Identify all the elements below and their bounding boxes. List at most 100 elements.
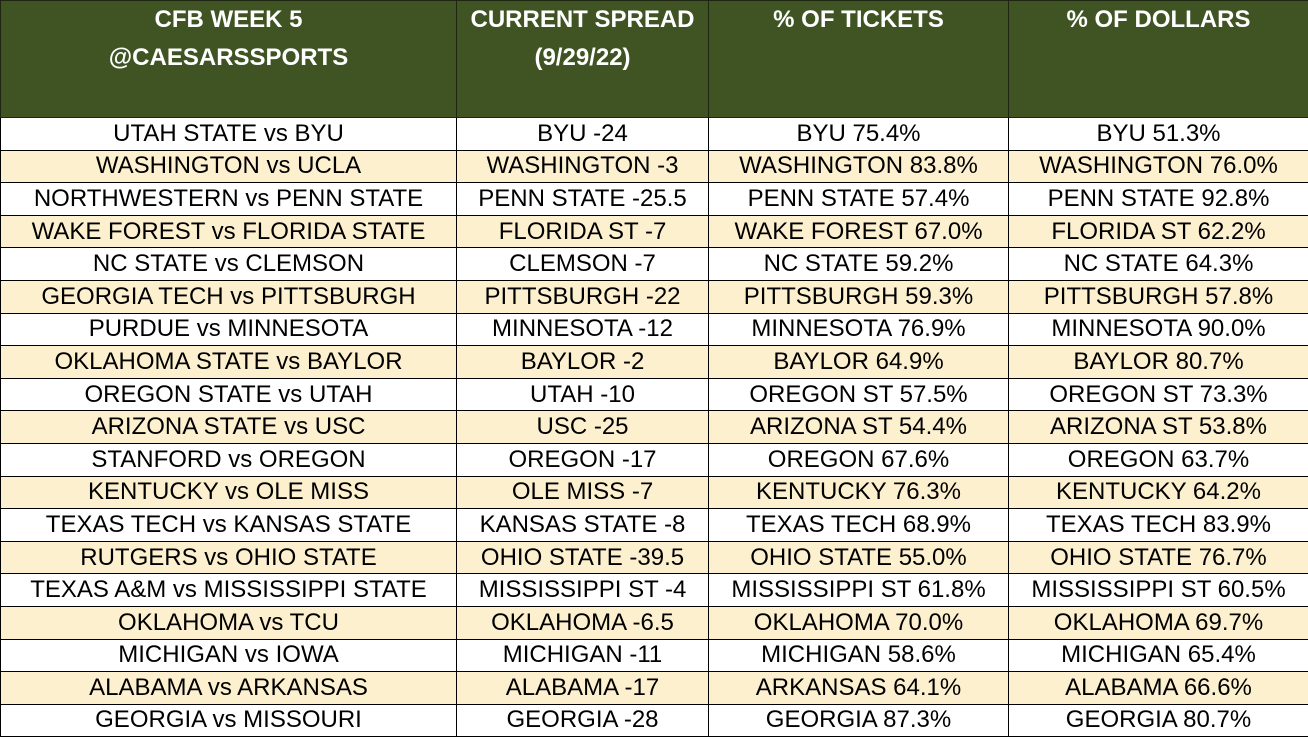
spread-cell: FLORIDA ST -7	[456, 214, 709, 249]
dollars-cell: NC STATE 64.3%	[1008, 247, 1308, 281]
table-row: WASHINGTON vs UCLA WASHINGTON -3 WASHINGTO…	[0, 149, 1308, 184]
spread-cell: OREGON -17	[456, 442, 709, 477]
matchup-cell: NC STATE vs CLEMSON	[0, 247, 457, 281]
matchup-cell: OKLAHOMA vs TCU	[0, 605, 457, 640]
spread-cell: BYU -24	[456, 117, 709, 151]
table-row: GEORGIA vs MISSOURI GEORGIA -28 GEORGIA 87…	[0, 703, 1308, 738]
table-header: CFB WEEK 5 @CAESARSSPORTS CURRENT SPREAD…	[0, 0, 1308, 118]
tickets-cell: ARIZONA ST 54.4%	[708, 410, 1009, 444]
tickets-cell: TEXAS TECH 68.9%	[708, 508, 1009, 542]
dollars-cell: KENTUCKY 64.2%	[1008, 475, 1308, 510]
header-percent-dollars: % OF DOLLARS	[1008, 0, 1308, 118]
dollars-cell: ALABAMA 66.6%	[1008, 671, 1308, 705]
spread-cell: OKLAHOMA -6.5	[456, 605, 709, 640]
table-row: GEORGIA TECH vs PITTSBURGH PITTSBURGH -22…	[0, 279, 1308, 314]
tickets-cell: NC STATE 59.2%	[708, 247, 1009, 281]
matchup-cell: OREGON STATE vs UTAH	[0, 377, 457, 412]
table-row: KENTUCKY vs OLE MISS OLE MISS -7 KENTUCKY …	[0, 475, 1308, 510]
matchup-cell: TEXAS TECH vs KANSAS STATE	[0, 508, 457, 542]
table-row: STANFORD vs OREGON OREGON -17 OREGON 67.6%…	[0, 442, 1308, 477]
table-row: MICHIGAN vs IOWA MICHIGAN -11 MICHIGAN 58.…	[0, 638, 1308, 673]
dollars-cell: ARIZONA ST 53.8%	[1008, 410, 1308, 444]
dollars-cell: WASHINGTON 76.0%	[1008, 149, 1308, 184]
spread-cell: GEORGIA -28	[456, 703, 709, 738]
table-row: PURDUE vs MINNESOTA MINNESOTA -12 MINNESOT…	[0, 312, 1308, 347]
spread-cell: WASHINGTON -3	[456, 149, 709, 184]
spread-cell: PITTSBURGH -22	[456, 279, 709, 314]
matchup-cell: STANFORD vs OREGON	[0, 442, 457, 477]
matchup-cell: UTAH STATE vs BYU	[0, 117, 457, 151]
matchup-cell: RUTGERS vs OHIO STATE	[0, 540, 457, 575]
dollars-cell: OKLAHOMA 69.7%	[1008, 605, 1308, 640]
matchup-cell: PURDUE vs MINNESOTA	[0, 312, 457, 347]
tickets-cell: OREGON ST 57.5%	[708, 377, 1009, 412]
spread-cell: UTAH -10	[456, 377, 709, 412]
matchup-cell: GEORGIA vs MISSOURI	[0, 703, 457, 738]
tickets-cell: MINNESOTA 76.9%	[708, 312, 1009, 347]
spread-cell: ALABAMA -17	[456, 671, 709, 705]
header-row: CFB WEEK 5 @CAESARSSPORTS CURRENT SPREAD…	[0, 0, 1308, 118]
table-row: NC STATE vs CLEMSON CLEMSON -7 NC STATE 59…	[0, 247, 1308, 281]
tickets-cell: ARKANSAS 64.1%	[708, 671, 1009, 705]
spread-cell: MICHIGAN -11	[456, 638, 709, 673]
dollars-cell: MINNESOTA 90.0%	[1008, 312, 1308, 347]
dollars-cell: BAYLOR 80.7%	[1008, 345, 1308, 379]
tickets-cell: PENN STATE 57.4%	[708, 182, 1009, 216]
dollars-cell: OREGON ST 73.3%	[1008, 377, 1308, 412]
matchup-cell: GEORGIA TECH vs PITTSBURGH	[0, 279, 457, 314]
tickets-cell: WAKE FOREST 67.0%	[708, 214, 1009, 249]
table-row: TEXAS TECH vs KANSAS STATE KANSAS STATE -…	[0, 508, 1308, 542]
spread-cell: BAYLOR -2	[456, 345, 709, 379]
dollars-cell: OREGON 63.7%	[1008, 442, 1308, 477]
tickets-cell: WASHINGTON 83.8%	[708, 149, 1009, 184]
table-row: ALABAMA vs ARKANSAS ALABAMA -17 ARKANSAS 6…	[0, 671, 1308, 705]
header-percent-tickets: % OF TICKETS	[708, 0, 1009, 118]
spread-cell: USC -25	[456, 410, 709, 444]
matchup-cell: OKLAHOMA STATE vs BAYLOR	[0, 345, 457, 379]
dollars-cell: PITTSBURGH 57.8%	[1008, 279, 1308, 314]
spread-cell: OHIO STATE -39.5	[456, 540, 709, 575]
tickets-cell: OREGON 67.6%	[708, 442, 1009, 477]
header-matchup: CFB WEEK 5 @CAESARSSPORTS	[0, 0, 457, 118]
matchup-cell: WASHINGTON vs UCLA	[0, 149, 457, 184]
table-row: WAKE FOREST vs FLORIDA STATE FLORIDA ST -…	[0, 214, 1308, 249]
spread-cell: KANSAS STATE -8	[456, 508, 709, 542]
tickets-cell: BYU 75.4%	[708, 117, 1009, 151]
table-row: NORTHWESTERN vs PENN STATE PENN STATE -25…	[0, 182, 1308, 216]
tickets-cell: KENTUCKY 76.3%	[708, 475, 1009, 510]
spread-cell: MINNESOTA -12	[456, 312, 709, 347]
table-row: RUTGERS vs OHIO STATE OHIO STATE -39.5 OHI…	[0, 540, 1308, 575]
matchup-cell: MICHIGAN vs IOWA	[0, 638, 457, 673]
dollars-cell: MISSISSIPPI ST 60.5%	[1008, 573, 1308, 607]
table-row: UTAH STATE vs BYU BYU -24 BYU 75.4% BYU 51.…	[0, 117, 1308, 151]
tickets-cell: OKLAHOMA 70.0%	[708, 605, 1009, 640]
tickets-cell: GEORGIA 87.3%	[708, 703, 1009, 738]
table-row: ARIZONA STATE vs USC USC -25 ARIZONA ST 54…	[0, 410, 1308, 444]
matchup-cell: TEXAS A&M vs MISSISSIPPI STATE	[0, 573, 457, 607]
table-row: OREGON STATE vs UTAH UTAH -10 OREGON ST 57…	[0, 377, 1308, 412]
table-row: TEXAS A&M vs MISSISSIPPI STATE MISSISSIPP…	[0, 573, 1308, 607]
tickets-cell: MISSISSIPPI ST 61.8%	[708, 573, 1009, 607]
table-row: OKLAHOMA STATE vs BAYLOR BAYLOR -2 BAYLOR …	[0, 345, 1308, 379]
dollars-cell: FLORIDA ST 62.2%	[1008, 214, 1308, 249]
spread-cell: CLEMSON -7	[456, 247, 709, 281]
dollars-cell: BYU 51.3%	[1008, 117, 1308, 151]
dollars-cell: MICHIGAN 65.4%	[1008, 638, 1308, 673]
matchup-cell: NORTHWESTERN vs PENN STATE	[0, 182, 457, 216]
dollars-cell: PENN STATE 92.8%	[1008, 182, 1308, 216]
dollars-cell: TEXAS TECH 83.9%	[1008, 508, 1308, 542]
header-current-spread: CURRENT SPREAD (9/29/22)	[456, 0, 709, 118]
table-body: UTAH STATE vs BYU BYU -24 BYU 75.4% BYU 51.…	[0, 117, 1308, 738]
spread-cell: PENN STATE -25.5	[456, 182, 709, 216]
table-row: OKLAHOMA vs TCU OKLAHOMA -6.5 OKLAHOMA 70.…	[0, 605, 1308, 640]
tickets-cell: OHIO STATE 55.0%	[708, 540, 1009, 575]
spread-cell: OLE MISS -7	[456, 475, 709, 510]
tickets-cell: MICHIGAN 58.6%	[708, 638, 1009, 673]
matchup-cell: ALABAMA vs ARKANSAS	[0, 671, 457, 705]
matchup-cell: ARIZONA STATE vs USC	[0, 410, 457, 444]
dollars-cell: OHIO STATE 76.7%	[1008, 540, 1308, 575]
spread-cell: MISSISSIPPI ST -4	[456, 573, 709, 607]
tickets-cell: BAYLOR 64.9%	[708, 345, 1009, 379]
